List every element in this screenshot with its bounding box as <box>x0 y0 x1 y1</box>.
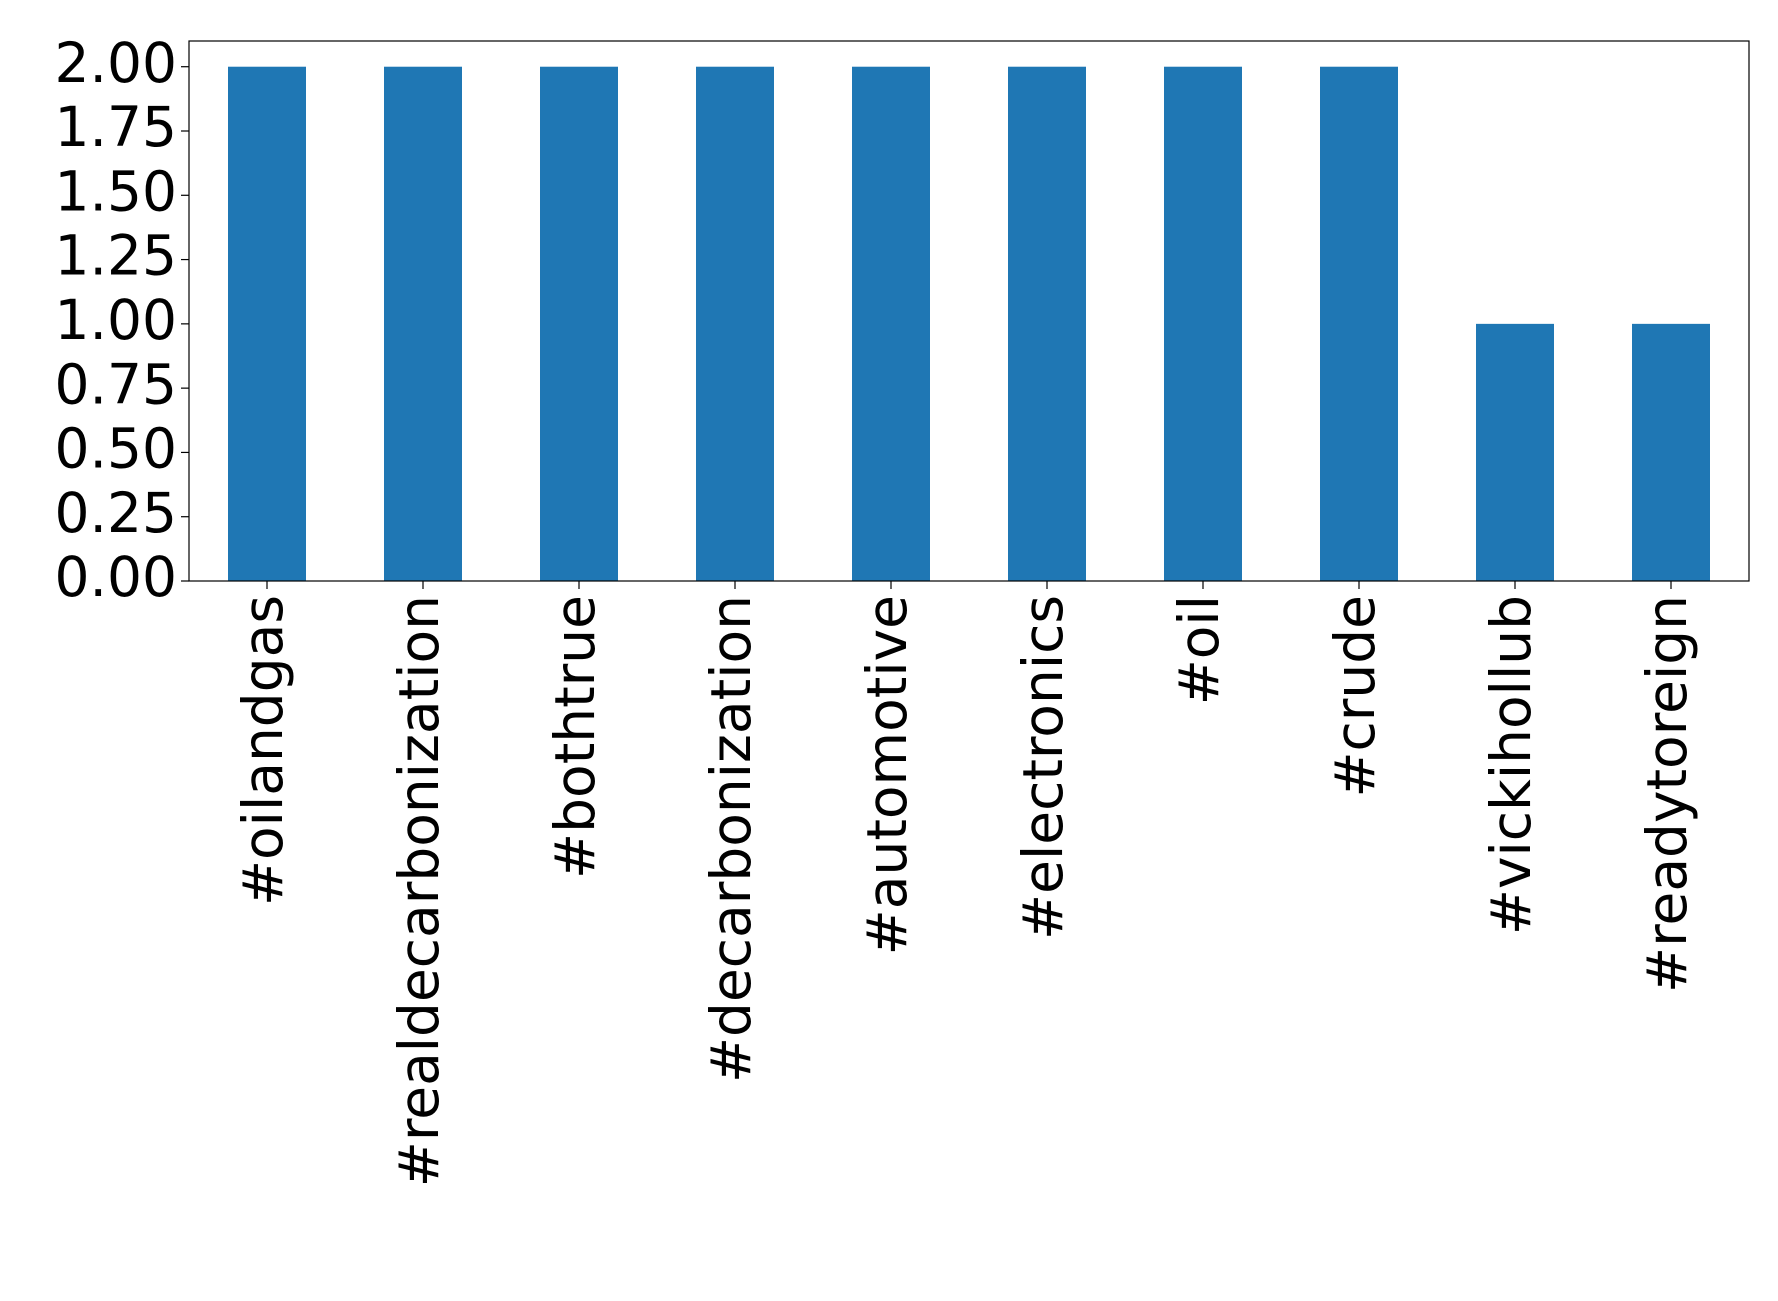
bar <box>228 66 306 581</box>
y-tick-label: 1.00 <box>55 288 177 352</box>
y-tick-label: 1.75 <box>55 95 177 159</box>
x-tick-label: #electronics <box>1011 595 1075 940</box>
x-tick-label: #oilandgas <box>231 595 295 906</box>
bar <box>1476 323 1554 581</box>
bar <box>1008 66 1086 581</box>
bar <box>696 66 774 581</box>
y-tick-label: 0.50 <box>55 417 177 481</box>
y-tick-label: 2.00 <box>55 31 177 95</box>
y-tick-label: 0.00 <box>55 545 177 609</box>
x-tick-label: #oil <box>1167 595 1231 705</box>
x-tick-label: #bothtrue <box>543 595 607 879</box>
bar <box>1320 66 1398 581</box>
bar <box>1164 66 1242 581</box>
y-tick-label: 1.25 <box>55 224 177 288</box>
bar <box>852 66 930 581</box>
x-tick-label: #vickihollub <box>1479 595 1543 935</box>
y-tick-label: 0.25 <box>55 481 177 545</box>
bar <box>1632 323 1710 581</box>
x-tick-label: #readytoreign <box>1635 595 1699 993</box>
x-tick-label: #decarbonization <box>699 595 763 1083</box>
x-tick-label: #automotive <box>855 595 919 955</box>
y-tick-label: 0.75 <box>55 352 177 416</box>
bar <box>384 66 462 581</box>
x-tick-label: #crude <box>1323 595 1387 798</box>
plot-frame <box>188 40 1750 582</box>
x-tick-label: #realdecarbonization <box>387 595 451 1187</box>
bar <box>540 66 618 581</box>
y-tick-label: 1.50 <box>55 159 177 223</box>
